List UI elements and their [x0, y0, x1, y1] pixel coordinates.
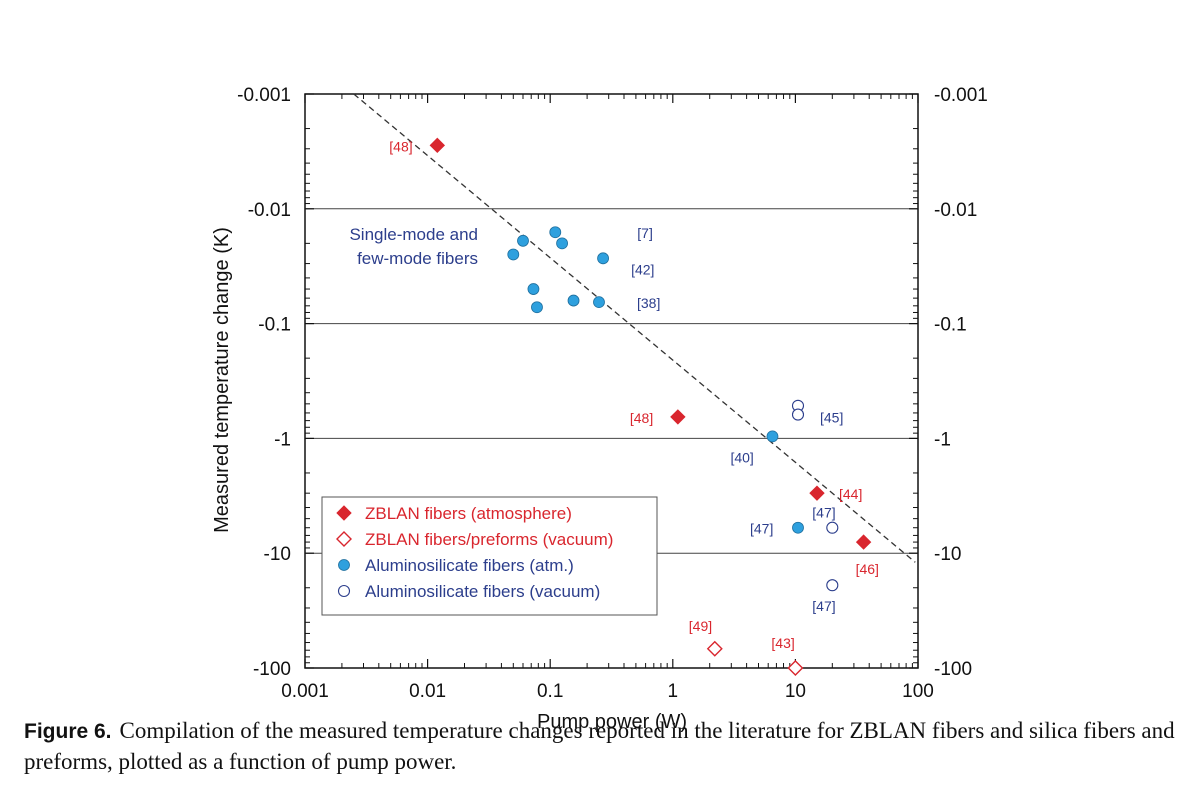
legend: ZBLAN fibers (atmosphere) ZBLAN fibers/pr… — [321, 496, 658, 616]
point-zblan-fibers-atmosphere — [670, 409, 686, 425]
x-tick-label: 0.1 — [537, 681, 563, 702]
reference-label: [42] — [631, 261, 654, 277]
reference-label: [40] — [730, 449, 753, 465]
point-zblan-fibers-preforms-vacuum — [787, 660, 804, 676]
y-tick-label-right: -100 — [934, 659, 972, 680]
trend-line-path — [353, 93, 916, 563]
legend-entry-label: Aluminosilicate fibers (atm.) — [365, 556, 574, 575]
point-aluminosilicate-fibers-atm — [507, 248, 520, 261]
point-aluminosilicate-fibers-atm — [597, 252, 609, 265]
y-tick-label-left: -10 — [264, 544, 291, 565]
reference-label: [47] — [750, 521, 773, 537]
x-tick-label: 0.001 — [281, 681, 329, 702]
reference-label: [48] — [389, 138, 412, 154]
reference-label: [7] — [637, 225, 653, 241]
legend-entry-label: Aluminosilicate fibers (vacuum) — [365, 582, 600, 601]
legend-entry-label: ZBLAN fibers (atmosphere) — [365, 504, 572, 523]
data-points — [429, 137, 872, 676]
x-axis-ticks: 0.001 0.01 0.1 1 10 100 — [281, 94, 934, 702]
x-tick-label: 1 — [668, 681, 679, 702]
point-zblan-fibers-preforms-vacuum — [706, 640, 723, 657]
caption-text: Compilation of the measured temperature … — [24, 718, 1175, 774]
caption-label: Figure 6. — [24, 720, 112, 743]
point-aluminosilicate-fibers-atm — [549, 226, 562, 239]
reference-label: [47] — [812, 505, 835, 521]
point-aluminosilicate-fibers-atm — [527, 283, 540, 295]
point-zblan-fibers-atmosphere — [809, 485, 825, 501]
y-tick-label-left: -0.001 — [237, 85, 291, 106]
y-tick-label-left: -100 — [253, 659, 291, 680]
y-tick-label-right: -0.01 — [934, 200, 977, 221]
y-tick-label-right: -1 — [934, 429, 951, 450]
region-label-line: Single-mode and — [349, 225, 478, 244]
figure-caption: Figure 6. Compilation of the measured tem… — [24, 716, 1184, 777]
point-aluminosilicate-fibers-atm — [517, 234, 529, 247]
region-label: Single-mode and few-mode fibers — [349, 225, 478, 268]
reference-label: [44] — [839, 486, 862, 502]
point-aluminosilicate-fibers-atm — [531, 301, 543, 314]
point-aluminosilicate-fibers-atm — [766, 430, 779, 443]
reference-label: [43] — [771, 635, 794, 651]
legend-box — [321, 496, 658, 616]
x-tick-label: 100 — [902, 681, 934, 702]
legend-marker — [337, 584, 351, 598]
reference-label: [47] — [812, 598, 835, 614]
point-aluminosilicate-fibers-atm — [593, 296, 605, 309]
point-aluminosilicate-fibers-vacuum — [826, 521, 839, 534]
legend-entry-label: ZBLAN fibers/preforms (vacuum) — [365, 530, 613, 549]
reference-label: [45] — [820, 409, 843, 425]
y-tick-label-right: -0.1 — [934, 315, 967, 336]
point-zblan-fibers-atmosphere — [855, 534, 872, 550]
y-tick-label-right: -10 — [934, 544, 961, 565]
x-tick-label: 10 — [785, 681, 806, 702]
y-axis-title: Measured temperature change (K) — [211, 227, 233, 533]
y-axis-ticks: -0.001 -0.001 -0.01 -0.01 -0.1 -0.1 -1 -1 -10 -10… — [237, 85, 988, 680]
reference-label: [38] — [637, 295, 660, 311]
x-axis-title: Pump power (W) — [537, 711, 687, 733]
plot-frame — [304, 93, 919, 669]
point-zblan-fibers-atmosphere — [429, 137, 446, 154]
point-aluminosilicate-fibers-vacuum — [826, 579, 839, 592]
reference-label: [48] — [630, 410, 653, 426]
y-tick-label-left: -0.01 — [248, 200, 291, 221]
point-aluminosilicate-fibers-atm — [792, 521, 804, 534]
y-tick-label-right: -0.001 — [934, 85, 988, 106]
point-aluminosilicate-fibers-atm — [556, 237, 568, 250]
legend-marker — [336, 505, 352, 521]
region-label-line: few-mode fibers — [357, 249, 478, 268]
y-tick-label-left: -0.1 — [258, 315, 291, 336]
legend-marker — [336, 531, 352, 547]
legend-marker — [338, 559, 350, 571]
reference-labels: [48][7][42][38][48] [45][40][44][47][47][… — [389, 138, 879, 651]
plot-frame-rect — [304, 93, 919, 669]
trend-line — [353, 93, 916, 563]
point-aluminosilicate-fibers-atm — [567, 294, 580, 307]
y-tick-label-left: -1 — [274, 429, 291, 450]
x-tick-label: 0.01 — [409, 681, 446, 702]
reference-label: [46] — [856, 561, 879, 577]
point-aluminosilicate-fibers-vacuum — [791, 408, 805, 421]
reference-label: [49] — [689, 618, 712, 634]
